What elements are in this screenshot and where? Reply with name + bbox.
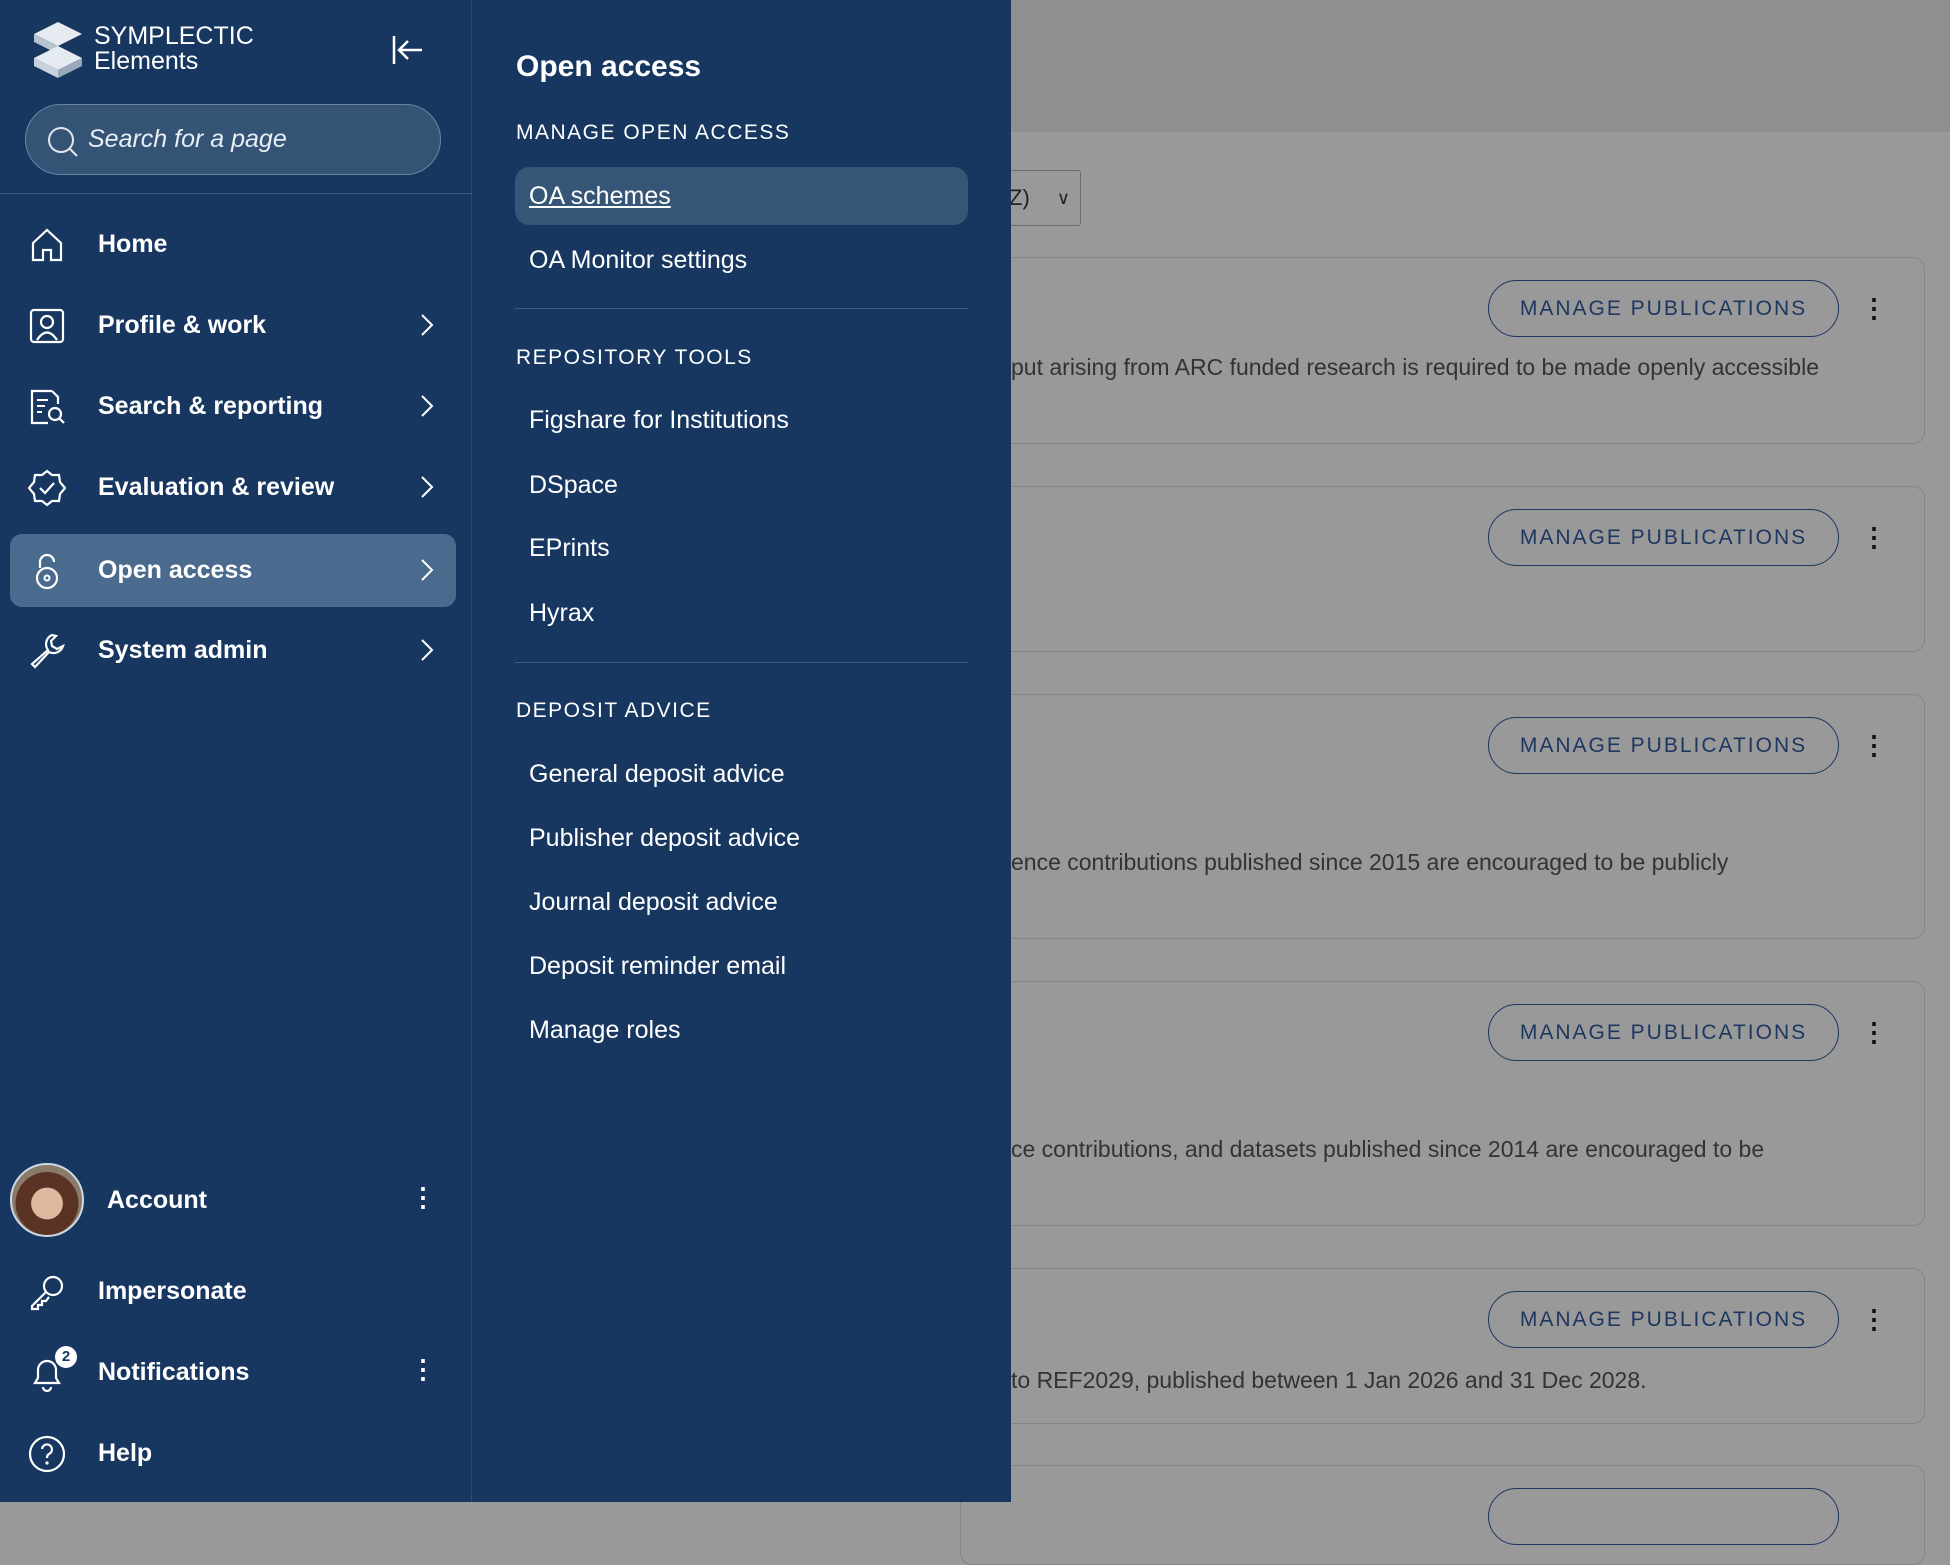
open-access-flyout: Open access MANAGE OPEN ACCESS OA scheme… bbox=[472, 0, 1011, 1502]
manage-publications-button[interactable]: MANAGE PUBLICATIONS bbox=[1488, 717, 1839, 774]
nav-label: Notifications bbox=[98, 1358, 250, 1386]
search-input[interactable]: Search for a page bbox=[25, 104, 441, 175]
chevron-right-icon bbox=[421, 395, 434, 417]
nav-item-home[interactable]: Home bbox=[10, 208, 456, 281]
sort-select-value: Z) bbox=[1009, 185, 1030, 210]
open-lock-icon bbox=[35, 553, 59, 590]
menu-item-eprints[interactable]: EPrints bbox=[529, 534, 610, 562]
badge-check-icon bbox=[28, 469, 66, 507]
bell-icon bbox=[33, 1359, 61, 1392]
sidebar-divider bbox=[0, 193, 472, 194]
more-options-icon[interactable]: ⋮ bbox=[410, 1354, 436, 1384]
section-heading: DEPOSIT ADVICE bbox=[516, 699, 712, 722]
nav-label: Search & reporting bbox=[98, 392, 324, 420]
manage-publications-button[interactable]: MANAGE PUBLICATIONS bbox=[1488, 1291, 1839, 1348]
menu-item-oa-monitor-settings[interactable]: OA Monitor settings bbox=[529, 246, 748, 274]
nav-item-system-admin[interactable]: System admin bbox=[10, 614, 456, 687]
profile-icon bbox=[29, 308, 65, 344]
more-options-icon[interactable]: ⋮ bbox=[1861, 730, 1887, 760]
nav-item-impersonate[interactable]: Impersonate bbox=[10, 1255, 456, 1328]
scheme-card: MANAGE PUBLICATIONS ⋮ ce contributions, … bbox=[960, 981, 1925, 1226]
nav-label: Help bbox=[98, 1439, 153, 1467]
logo[interactable]: SYMPLECTIC Elements bbox=[30, 20, 254, 78]
more-options-icon[interactable]: ⋮ bbox=[1861, 522, 1887, 552]
card-description: ce contributions, and datasets published… bbox=[1011, 1136, 1765, 1162]
more-options-icon[interactable]: ⋮ bbox=[1861, 1017, 1887, 1047]
home-icon bbox=[31, 228, 63, 262]
chevron-right-icon bbox=[421, 559, 434, 581]
notification-count-badge: 2 bbox=[55, 1346, 77, 1368]
scheme-card: MANAGE PUBLICATIONS ⋮ ence contributions… bbox=[960, 694, 1925, 939]
scheme-card: MANAGE PUBLICATIONS ⋮ to REF2029, publis… bbox=[960, 1268, 1925, 1424]
nav-label: Impersonate bbox=[98, 1277, 247, 1305]
nav-item-help[interactable]: Help bbox=[10, 1417, 456, 1490]
menu-item-figshare[interactable]: Figshare for Institutions bbox=[529, 406, 789, 434]
flyout-title: Open access bbox=[516, 50, 702, 83]
manage-publications-button[interactable]: MANAGE PUBLICATIONS bbox=[1488, 1004, 1839, 1061]
manage-publications-button[interactable] bbox=[1488, 1488, 1839, 1545]
more-options-icon[interactable]: ⋮ bbox=[410, 1182, 436, 1212]
wrench-icon bbox=[30, 633, 65, 669]
section-heading: MANAGE OPEN ACCESS bbox=[516, 121, 791, 144]
chevron-down-icon: ∨ bbox=[1056, 188, 1070, 208]
search-placeholder: Search for a page bbox=[88, 125, 287, 153]
nav-item-profile-work[interactable]: Profile & work bbox=[10, 289, 456, 362]
nav-label: Account bbox=[107, 1186, 207, 1214]
more-options-icon[interactable]: ⋮ bbox=[1861, 293, 1887, 323]
menu-item-dspace[interactable]: DSpace bbox=[529, 471, 618, 499]
symplectic-logo-icon bbox=[34, 22, 82, 78]
scheme-card bbox=[960, 1465, 1925, 1565]
nav-item-evaluation-review[interactable]: Evaluation & review bbox=[10, 451, 456, 524]
menu-item-journal-deposit-advice[interactable]: Journal deposit advice bbox=[529, 888, 778, 916]
nav-item-notifications[interactable]: Notifications ⋮ bbox=[10, 1336, 456, 1409]
chevron-right-icon bbox=[421, 476, 434, 498]
avatar[interactable] bbox=[10, 1163, 84, 1237]
scheme-card: MANAGE PUBLICATIONS ⋮ put arising from A… bbox=[960, 257, 1925, 444]
nav-label: Open access bbox=[98, 556, 253, 584]
scheme-card: MANAGE PUBLICATIONS ⋮ bbox=[960, 486, 1925, 652]
collapse-sidebar-icon[interactable] bbox=[388, 30, 428, 70]
menu-item-deposit-reminder-email[interactable]: Deposit reminder email bbox=[529, 952, 787, 980]
brand-name: SYMPLECTIC bbox=[94, 22, 254, 50]
card-description: ence contributions published since 2015 … bbox=[1011, 849, 1729, 875]
card-description: to REF2029, published between 1 Jan 2026… bbox=[1011, 1367, 1647, 1393]
chevron-right-icon bbox=[421, 639, 434, 661]
nav-item-open-access[interactable]: Open access bbox=[10, 534, 456, 607]
section-heading: REPOSITORY TOOLS bbox=[516, 346, 753, 369]
report-search-icon bbox=[30, 389, 65, 425]
manage-publications-button[interactable]: MANAGE PUBLICATIONS bbox=[1488, 509, 1839, 566]
menu-item-publisher-deposit-advice[interactable]: Publisher deposit advice bbox=[529, 824, 800, 852]
menu-item-manage-roles[interactable]: Manage roles bbox=[529, 1016, 681, 1044]
nav-label: System admin bbox=[98, 636, 268, 664]
chevron-right-icon bbox=[421, 314, 434, 336]
more-options-icon[interactable]: ⋮ bbox=[1861, 1304, 1887, 1334]
nav-item-search-reporting[interactable]: Search & reporting bbox=[10, 370, 456, 443]
help-icon bbox=[28, 1435, 66, 1473]
brand-product: Elements bbox=[94, 47, 199, 75]
sidebar: SYMPLECTIC Elements Search for a page Ho… bbox=[0, 0, 472, 1502]
nav-item-account[interactable]: Account ⋮ bbox=[10, 1164, 456, 1237]
manage-publications-button[interactable]: MANAGE PUBLICATIONS bbox=[1488, 280, 1839, 337]
menu-item-hyrax[interactable]: Hyrax bbox=[529, 599, 595, 627]
nav-label: Home bbox=[98, 230, 168, 258]
section-divider bbox=[515, 308, 968, 309]
nav-label: Profile & work bbox=[98, 311, 267, 339]
menu-item-general-deposit-advice[interactable]: General deposit advice bbox=[529, 760, 785, 788]
card-description: put arising from ARC funded research is … bbox=[1011, 354, 1819, 380]
key-icon bbox=[30, 1275, 64, 1311]
section-divider bbox=[515, 662, 968, 663]
nav-label: Evaluation & review bbox=[98, 473, 335, 501]
search-icon bbox=[48, 127, 78, 157]
menu-item-oa-schemes[interactable]: OA schemes bbox=[515, 167, 968, 225]
